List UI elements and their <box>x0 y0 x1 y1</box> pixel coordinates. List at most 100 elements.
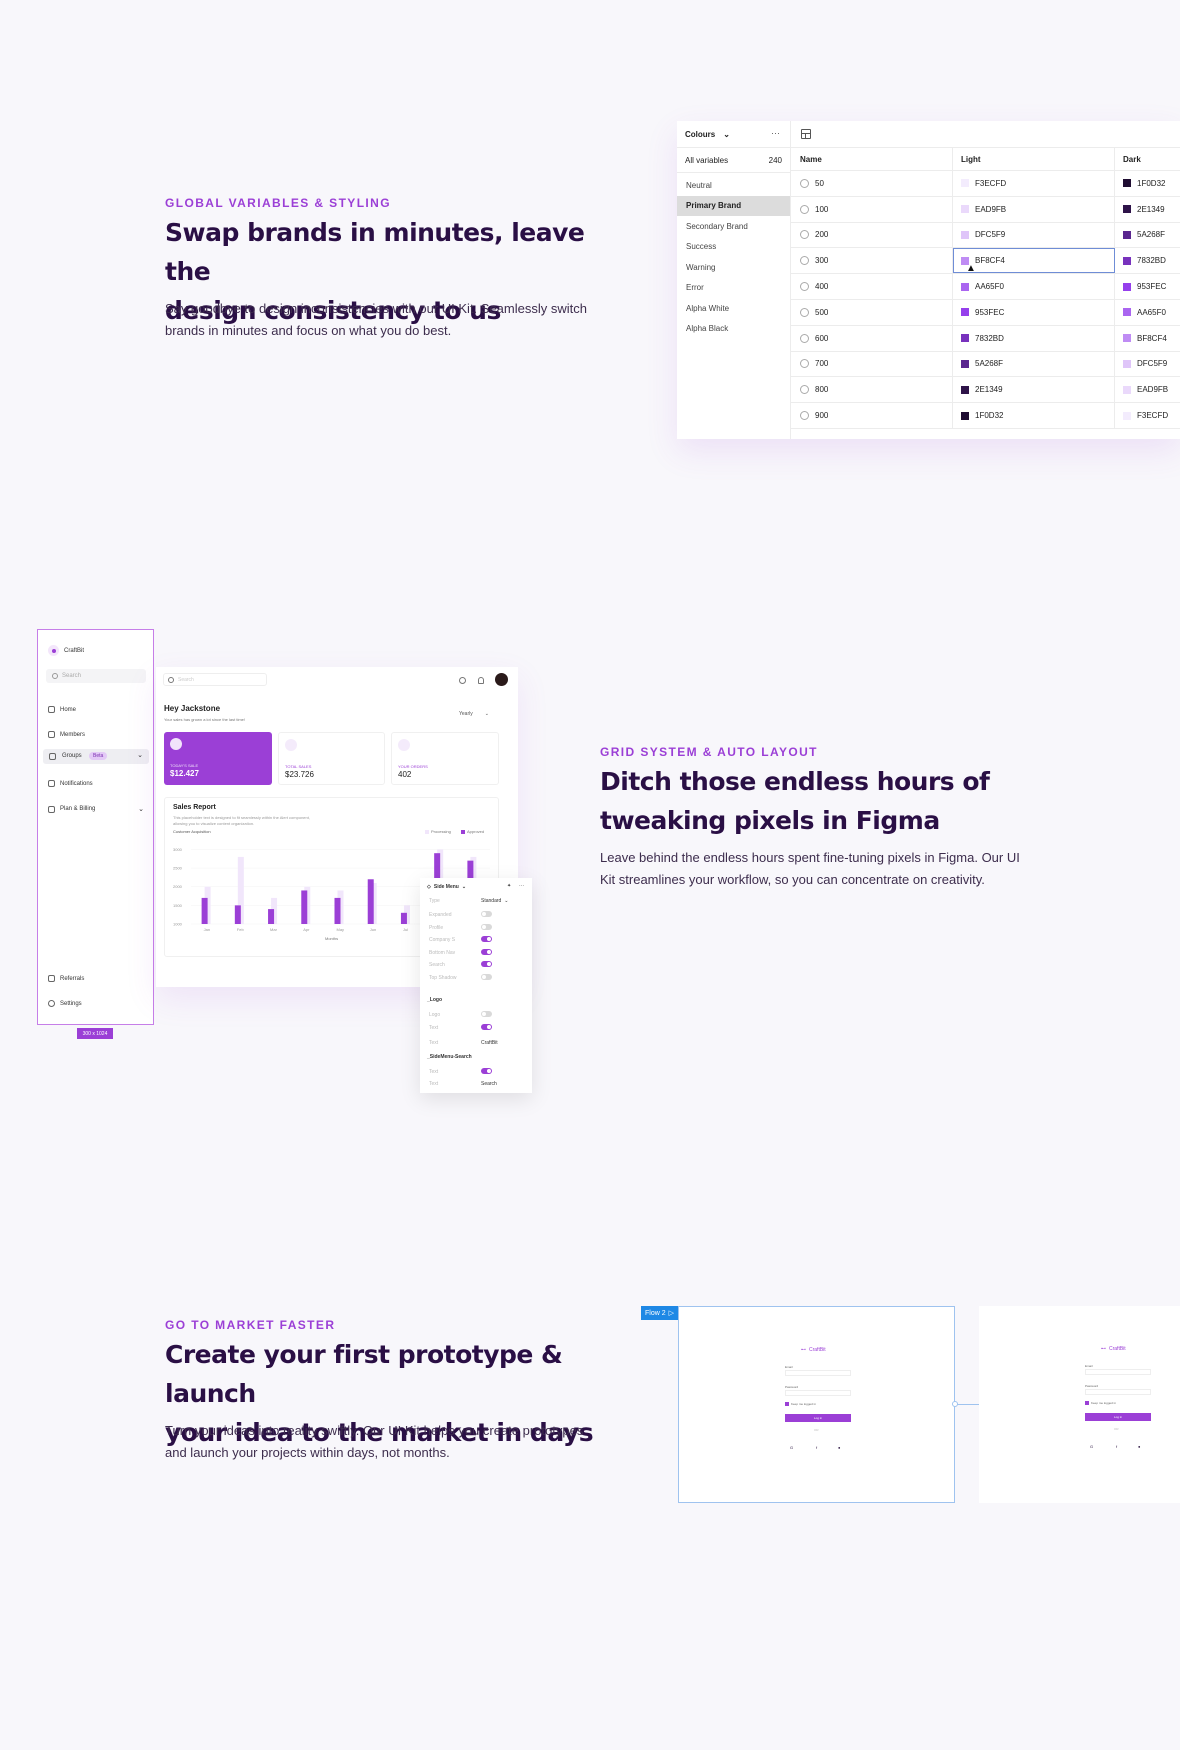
sidebar-item-notifications[interactable]: Notifications <box>48 780 93 787</box>
password-field[interactable] <box>785 1390 851 1396</box>
light-value-cell[interactable]: 2E1349 <box>953 377 1115 403</box>
light-value-cell[interactable]: 5A268F <box>953 351 1115 377</box>
dark-value-cell[interactable]: AA65F0 <box>1115 300 1180 325</box>
variable-row[interactable]: 100 EAD9FB 2E1349 <box>791 196 1180 223</box>
dark-value-cell[interactable]: DFC5F9 <box>1115 352 1180 377</box>
component-link-icon[interactable]: ✦ <box>507 883 512 889</box>
prop-toggle[interactable] <box>481 961 492 967</box>
sidebar-item-referrals[interactable]: Referrals <box>48 975 84 982</box>
sidebar-item-members[interactable]: Members <box>48 731 85 738</box>
collection-selector[interactable]: Colours ⌄ <box>677 121 790 147</box>
dark-value-cell[interactable]: 5A268F <box>1115 223 1180 248</box>
dark-value-cell[interactable]: 1F0D32 <box>1115 171 1180 196</box>
variable-name-cell[interactable]: 50 <box>791 171 953 196</box>
sidebar-item-home[interactable]: Home <box>48 706 76 713</box>
group-item-alpha-white[interactable]: Alpha White <box>686 303 730 313</box>
dark-value-cell[interactable]: F3ECFD <box>1115 403 1180 428</box>
prop-toggle[interactable] <box>481 936 492 942</box>
variable-name-cell[interactable]: 600 <box>791 325 953 351</box>
sidebar-item-settings[interactable]: Settings <box>48 1000 82 1007</box>
dark-value-cell[interactable]: 953FEC <box>1115 274 1180 299</box>
variable-name-cell[interactable]: 300 <box>791 248 953 274</box>
variable-row[interactable]: 200 DFC5F9 5A268F <box>791 222 1180 249</box>
group-item-success[interactable]: Success <box>686 242 717 252</box>
prop-toggle[interactable] <box>481 1068 492 1074</box>
prop-toggle[interactable] <box>481 973 492 980</box>
variable-name-cell[interactable]: 500 <box>791 299 953 325</box>
group-item-error[interactable]: Error <box>686 283 704 293</box>
sidebar-item-label: Plan & Billing <box>60 806 96 812</box>
google-button[interactable]: G <box>1090 1444 1094 1449</box>
variable-name-cell[interactable]: 400 <box>791 274 953 299</box>
email-field[interactable] <box>1085 1369 1151 1375</box>
light-value-cell[interactable]: AA65F0 <box>953 274 1115 299</box>
period-select[interactable]: Yearly ⌄ <box>456 708 492 719</box>
light-value-cell[interactable]: F3ECFD <box>953 171 1115 196</box>
dark-value-cell[interactable]: 7832BD <box>1115 248 1180 273</box>
facebook-button[interactable]: f <box>816 1445 818 1450</box>
all-variables-row[interactable]: All variables 240 <box>677 147 790 173</box>
dashboard-search[interactable]: Search <box>163 673 267 686</box>
light-value-cell[interactable]: 1F0D32 <box>953 403 1115 428</box>
group-item-primary-brand[interactable]: Primary Brand <box>677 195 790 216</box>
sidebar-item-plan-billing[interactable]: Plan & Billing ⌄ <box>48 805 144 813</box>
more-icon[interactable]: ··· <box>771 128 780 138</box>
google-button[interactable]: G <box>790 1445 794 1450</box>
sidebar-item-groups[interactable]: Groups Beta ⌄ <box>43 749 149 764</box>
more-icon[interactable]: ··· <box>519 883 524 889</box>
light-value-cell[interactable]: DFC5F9 <box>953 222 1115 248</box>
prop-toggle[interactable] <box>481 948 492 955</box>
variable-row[interactable]: 600 7832BD BF8CF4 <box>791 325 1180 352</box>
table-layout-icon[interactable] <box>801 129 811 139</box>
sidenav-search[interactable]: Search <box>46 669 146 683</box>
variable-row[interactable]: 500 953FEC AA65F0 <box>791 299 1180 326</box>
stat-value: $23.726 <box>285 770 314 779</box>
group-item-neutral[interactable]: Neutral <box>686 180 712 190</box>
group-item-warning[interactable]: Warning <box>686 262 716 272</box>
variable-row[interactable]: 900 1F0D32 F3ECFD <box>791 403 1180 429</box>
variable-name-cell[interactable]: 200 <box>791 222 953 248</box>
home-icon <box>48 706 55 713</box>
prop-toggle[interactable] <box>481 1023 492 1030</box>
variable-row[interactable]: 400 AA65F0 953FEC <box>791 274 1180 300</box>
remember-checkbox[interactable]: Keep me logged in <box>1085 1401 1116 1405</box>
variable-name-cell[interactable]: 800 <box>791 377 953 403</box>
remember-checkbox[interactable]: Keep me logged in <box>785 1402 816 1406</box>
prop-toggle[interactable] <box>481 923 492 930</box>
groups-icon <box>49 753 56 760</box>
color-swatch <box>961 282 969 291</box>
props-type-select[interactable]: Standard ⌄ <box>481 898 509 904</box>
variable-row[interactable]: 50 F3ECFD 1F0D32 <box>791 171 1180 197</box>
prop-toggle[interactable] <box>481 1011 492 1017</box>
sidebar-item-label: Notifications <box>60 780 93 787</box>
apple-button[interactable]: ● <box>1138 1444 1141 1449</box>
chat-icon[interactable] <box>459 677 466 684</box>
light-value-cell[interactable]: EAD9FB <box>953 196 1115 222</box>
dark-value-cell[interactable]: 2E1349 <box>1115 197 1180 222</box>
prop-toggle[interactable] <box>481 911 492 917</box>
login-button[interactable]: Log in <box>785 1414 851 1422</box>
play-icon: ▷ <box>668 1310 675 1317</box>
variable-row[interactable]: 300 BF8CF4 7832BD <box>791 248 1180 275</box>
dark-value-cell[interactable]: BF8CF4 <box>1115 326 1180 351</box>
variable-name-cell[interactable]: 700 <box>791 351 953 377</box>
password-field[interactable] <box>1085 1389 1151 1395</box>
group-item-secondary-brand[interactable]: Secondary Brand <box>686 221 748 231</box>
login-button[interactable]: Log in <box>1085 1413 1151 1421</box>
light-value-cell[interactable]: BF8CF4 <box>953 248 1115 274</box>
light-value-cell[interactable]: 953FEC <box>953 299 1115 325</box>
avatar[interactable] <box>495 673 508 686</box>
variable-name-cell[interactable]: 900 <box>791 403 953 428</box>
variable-row[interactable]: 800 2E1349 EAD9FB <box>791 377 1180 404</box>
dark-value-cell[interactable]: EAD9FB <box>1115 377 1180 402</box>
bell-icon[interactable] <box>478 677 484 684</box>
email-field[interactable] <box>785 1370 851 1376</box>
light-value-cell[interactable]: 7832BD <box>953 325 1115 351</box>
facebook-button[interactable]: f <box>1116 1444 1118 1449</box>
flow-tag[interactable]: Flow 2 ▷ <box>641 1306 679 1320</box>
variable-row[interactable]: 700 5A268F DFC5F9 <box>791 351 1180 378</box>
apple-button[interactable]: ● <box>838 1445 841 1450</box>
variable-name-cell[interactable]: 100 <box>791 196 953 222</box>
section3-headline: Create your first prototype & launch you… <box>165 1335 645 1452</box>
group-item-alpha-black[interactable]: Alpha Black <box>686 324 729 334</box>
